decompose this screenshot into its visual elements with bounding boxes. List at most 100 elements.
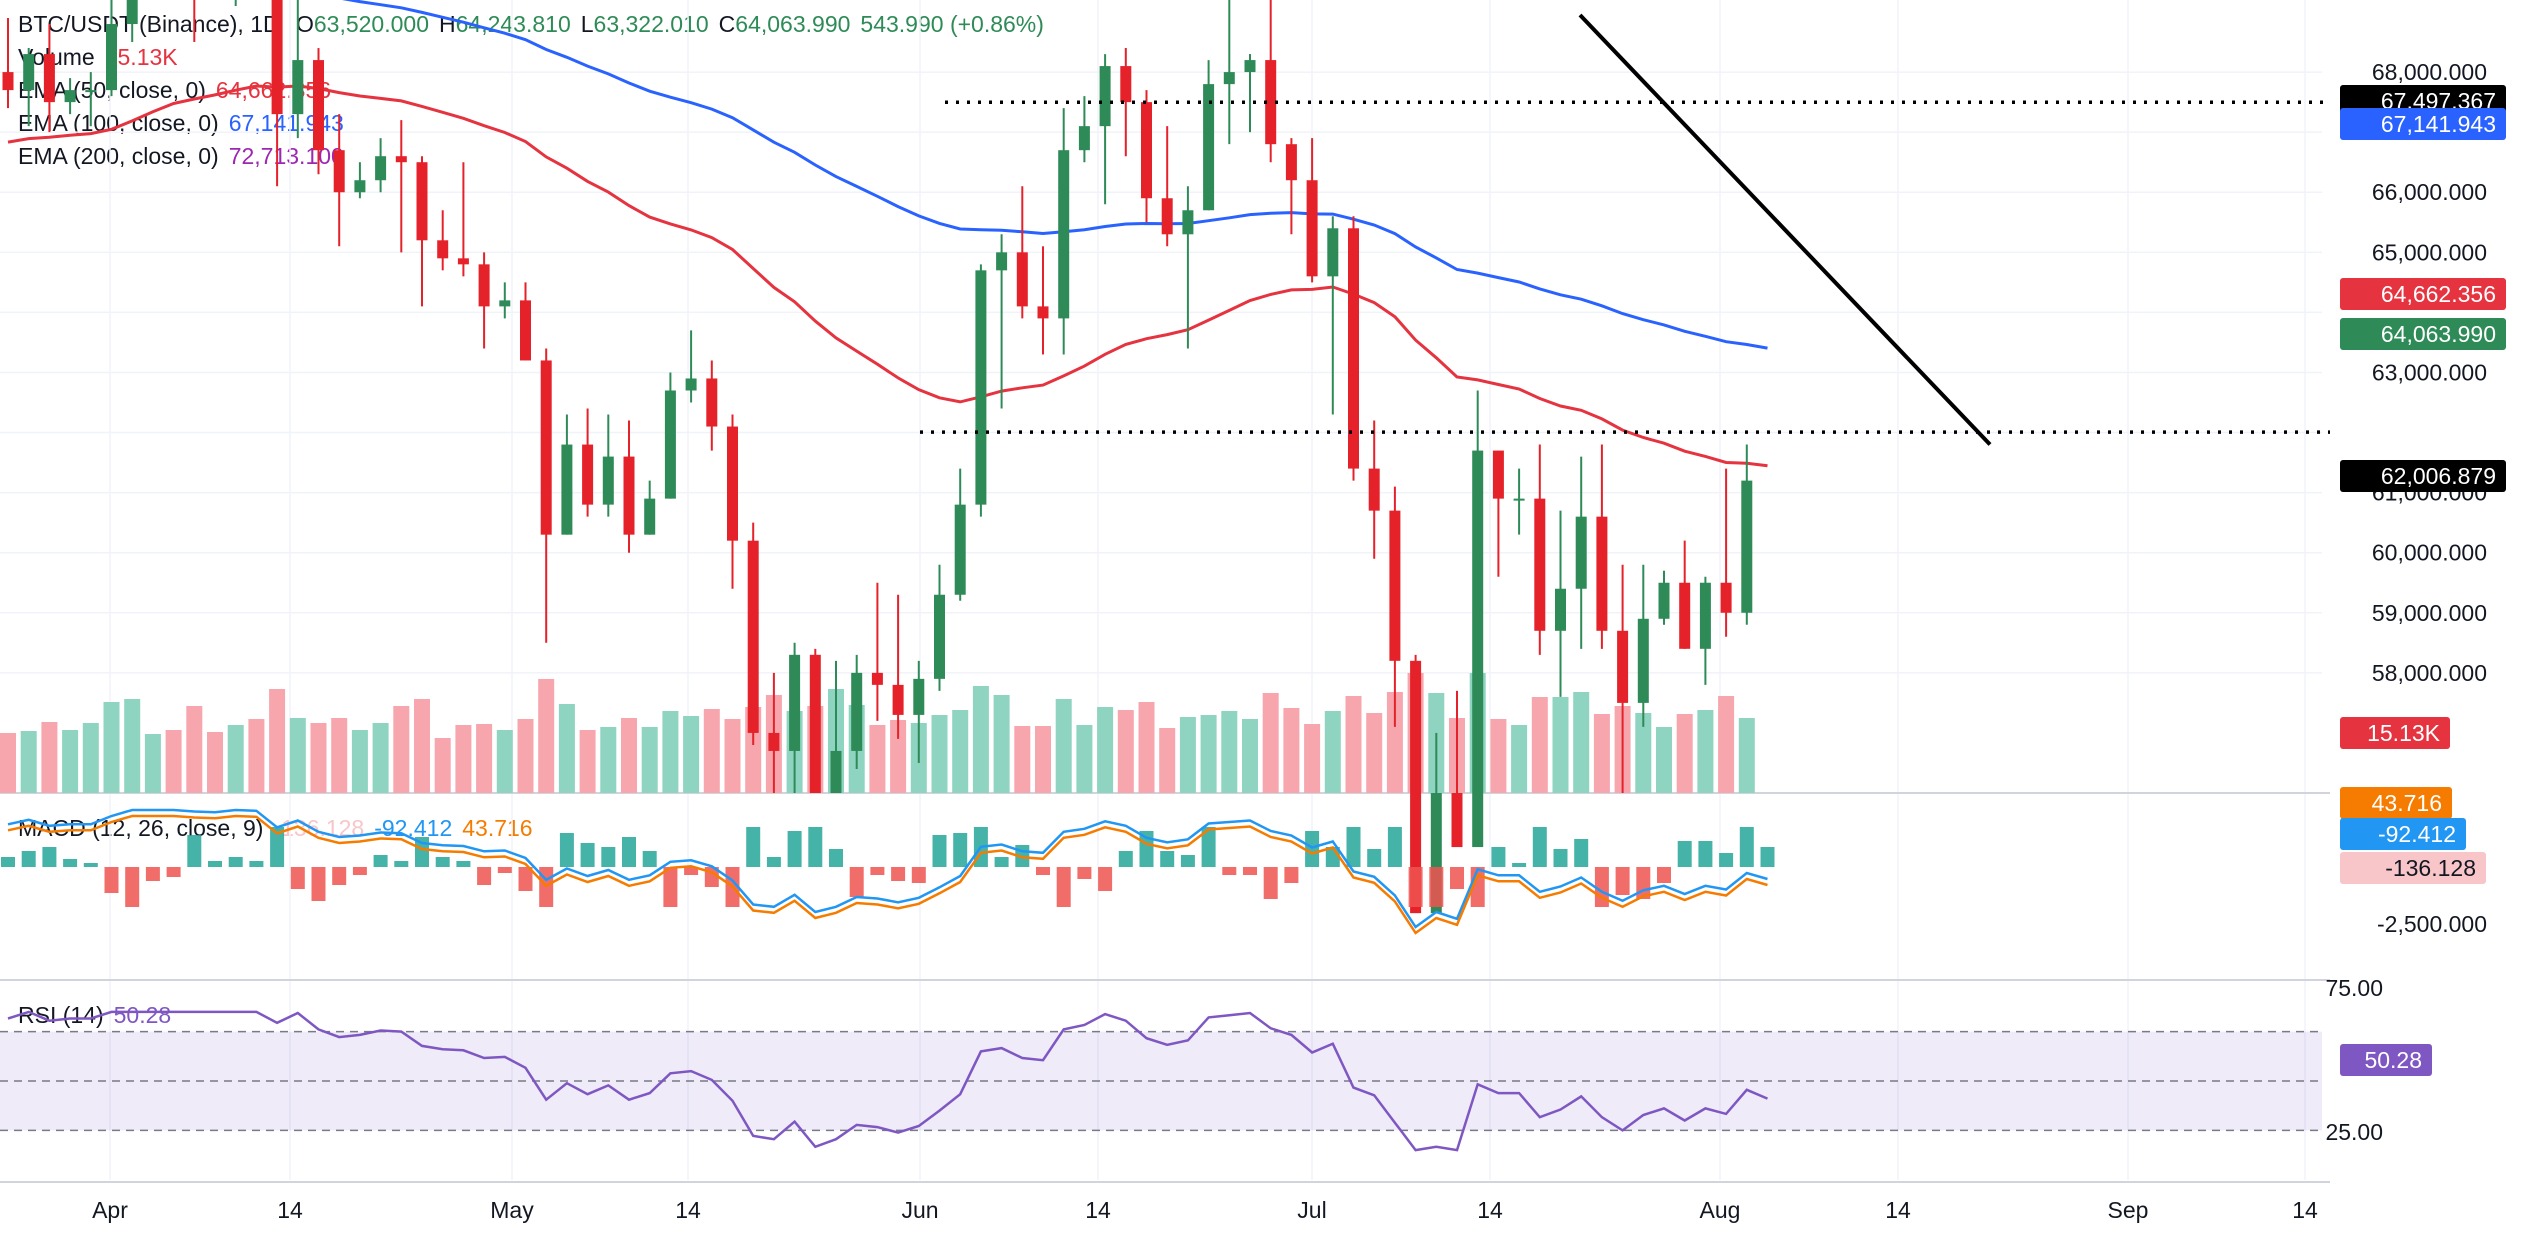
price-tag-box (2340, 717, 2450, 749)
macd-tag-label: -92.412 (2378, 821, 2456, 847)
volume-bar (869, 725, 886, 793)
volume-bar (227, 725, 244, 793)
macd-histogram-bar (746, 827, 761, 867)
macd-histogram-bar (1387, 827, 1402, 867)
macd-tag-label: -136.128 (2385, 855, 2476, 881)
macd-histogram-bar (1677, 841, 1692, 867)
macd-tag: -136.128 (2340, 852, 2486, 884)
volume-bar (103, 702, 120, 793)
macd-label[interactable]: MACD (12, 26, close, 9) (18, 815, 264, 841)
volume-bar (517, 719, 534, 793)
candle-body (1679, 582, 1691, 649)
macd-histogram-bar (994, 857, 1009, 867)
volume-bar (1283, 708, 1300, 793)
candle-body (623, 456, 635, 535)
macd-histogram-bar (1201, 827, 1216, 867)
volume-bar (621, 718, 637, 793)
volume-bar (124, 699, 141, 793)
macd-tag-box (2340, 852, 2486, 884)
ema50-line (7, 84, 1768, 468)
ema200-label[interactable]: EMA (200, close, 0) (18, 143, 219, 169)
candle-body (664, 390, 676, 499)
volume-bar (558, 704, 575, 793)
volume-bar (20, 731, 37, 793)
close-label: C (718, 11, 736, 37)
macd-histogram-bar (1512, 863, 1527, 867)
macd-histogram-bar (1118, 851, 1133, 867)
volume-bar (455, 725, 472, 793)
time-axis-label: Jun (901, 1197, 938, 1223)
candle-body (271, 0, 283, 115)
macd-pane (1, 808, 1775, 935)
legend-row-ohlc: BTC/USDT (Binance), 1D O63,520.000 H64,24… (18, 8, 1064, 41)
candle-body (1120, 66, 1132, 103)
volume-bar (683, 716, 700, 793)
volume-bar (538, 679, 555, 793)
candle-body (685, 378, 697, 391)
macd-histogram-bar (497, 867, 512, 873)
volume-bar (600, 727, 617, 793)
candle-body (789, 654, 801, 751)
ema100-line (341, 0, 1768, 350)
volume-bar (62, 730, 79, 793)
volume-bar (1179, 717, 1196, 793)
volume-bar (165, 730, 182, 793)
ema200-value: 72,713.100 (228, 143, 344, 169)
volume-bar (0, 733, 16, 793)
macd-histogram-bar (1594, 867, 1609, 907)
volume-bar (1386, 692, 1403, 793)
volume-bar (1097, 707, 1114, 793)
candle-body (1161, 198, 1173, 235)
macd-histogram-bar (104, 867, 119, 893)
price-tag: 64,063.990 (2340, 318, 2506, 350)
macd-histogram-bar (1574, 839, 1589, 867)
candle-body (1555, 588, 1566, 631)
rsi-value: 50.28 (113, 1002, 172, 1028)
candle-body (1078, 126, 1090, 151)
volume-bar (1076, 725, 1093, 793)
rsi-label[interactable]: RSI (14) (18, 1002, 104, 1028)
rsi-tag: 50.28 (2340, 1044, 2432, 1076)
macd-histogram-bar (125, 867, 140, 907)
rsi-axis-label: 75.00 (2325, 975, 2383, 1001)
volume-bar (41, 722, 58, 793)
symbol-label[interactable]: BTC/USDT (Binance), 1D (18, 11, 280, 37)
macd-histogram-bar (1367, 849, 1382, 867)
volume-bar (931, 715, 948, 793)
volume-bar (1656, 727, 1672, 793)
macd-histogram-bar (373, 855, 388, 867)
candle-body (1492, 450, 1504, 499)
macd-histogram-bar (42, 847, 57, 867)
time-axis-label: 14 (1477, 1197, 1503, 1223)
time-axis-label: 14 (2292, 1197, 2318, 1223)
time-axis-label: Sep (2108, 1197, 2149, 1223)
macd-histogram-bar (166, 867, 181, 877)
candle-body (706, 378, 718, 427)
candle-body (809, 654, 821, 793)
price-tag-label: 62,006.879 (2381, 463, 2496, 489)
macd-histogram-bar (1180, 855, 1195, 867)
candle-body (1699, 582, 1711, 649)
volume-bar (1531, 697, 1548, 793)
volume-bar (393, 706, 410, 793)
time-axis-label: Aug (1700, 1197, 1741, 1223)
macd-histogram-bar (1346, 827, 1361, 867)
legend: BTC/USDT (Binance), 1D O63,520.000 H64,24… (18, 8, 1064, 173)
candle-body (913, 678, 925, 715)
candle-body (851, 672, 863, 751)
rsi-line (7, 1010, 1768, 1152)
macd-histogram-bar (829, 849, 843, 867)
candle-body (1741, 480, 1753, 613)
candle-body (457, 258, 469, 265)
volume-bar (1511, 725, 1528, 793)
macd-histogram-bar (953, 833, 968, 867)
volume-bar (662, 711, 679, 793)
macd-histogram-bar (766, 857, 781, 867)
candle-body (126, 0, 138, 25)
price-tag-label: 64,063.990 (2381, 321, 2496, 347)
macd-histogram-bar (808, 827, 823, 867)
macd-histogram-bar (911, 867, 926, 883)
price-tag-box (2340, 318, 2506, 350)
candle-body (1099, 66, 1111, 127)
